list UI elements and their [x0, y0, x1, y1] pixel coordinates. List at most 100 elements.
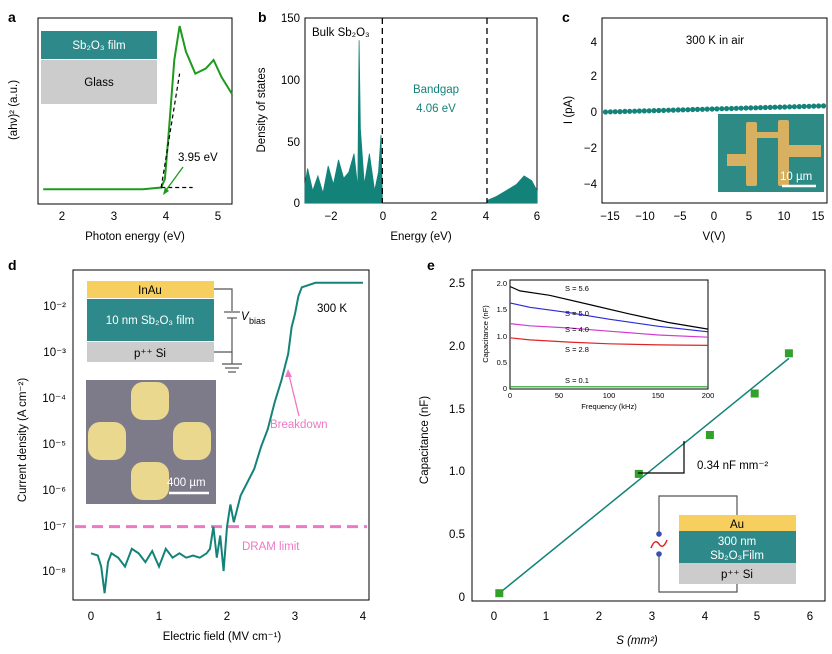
panel-c-data-point	[762, 104, 769, 111]
panel-b-ylabel: Density of states	[256, 67, 268, 152]
panel-a-glass-label: Glass	[84, 77, 114, 89]
panel-d-pad-left	[88, 422, 126, 460]
panel-c-data-point	[602, 109, 609, 115]
panel-d-si-layer	[87, 342, 214, 362]
panel-c-electrode-right	[778, 120, 789, 186]
panel-e-inset-series-5-0	[509, 302, 709, 333]
panel-a-annotation-arrow	[163, 166, 184, 194]
panel-d-series-line	[90, 281, 363, 594]
panel-e-inset-series-2-8	[509, 337, 709, 346]
panel-c-ytick: 0	[591, 107, 597, 119]
panel-c-data-point	[806, 103, 812, 109]
panel-a-annotation: 3.95 eV	[178, 152, 218, 164]
panel-c-data-point	[767, 104, 773, 110]
panel-d-film-layer	[87, 299, 214, 341]
panel-c-electrode-left	[746, 122, 757, 186]
panel-e-xtick: 4	[702, 611, 709, 623]
panel-d-ytick: 10⁻⁶	[42, 485, 66, 497]
panel-a-ylabel: (ahν)² (a.u.)	[8, 80, 20, 140]
panel-e-inset-chart: 2.0 1.5 1.0 0.5 0 0 50 100 150 200 Frequ…	[481, 279, 714, 411]
panel-e-ytick: 1.5	[449, 404, 465, 416]
panel-b-xtick: 4	[483, 211, 490, 223]
panel-e-ylabel: Capacitance (nF)	[419, 396, 431, 484]
panel-e-si-label: p⁺⁺ Si	[721, 569, 753, 581]
panel-c-xtick: 5	[746, 211, 752, 223]
panel-c-data-point	[680, 107, 686, 113]
panel-b-dos-conduction	[486, 175, 538, 204]
panel-b: b 150 100 50 0 −2 0 2 4 6 Energy (eV) De…	[256, 9, 540, 243]
panel-c-data-point	[709, 106, 715, 112]
panel-d-breakdown-arrow	[288, 374, 300, 417]
panel-a-fit-line	[160, 73, 193, 189]
panel-e-inset-legend-4-0: S = 4.0	[565, 325, 589, 334]
panel-b-letter: b	[258, 9, 267, 25]
panel-c-data-point	[670, 107, 676, 113]
panel-e-inset-legend-2-8: S = 2.8	[565, 345, 589, 354]
panel-d-wire-top	[214, 288, 233, 311]
panel-e-inset-xtick: 0	[508, 391, 512, 400]
panel-c-data-point	[811, 103, 817, 109]
panel-d-xtick: 1	[156, 611, 162, 623]
panel-e-au-label: Au	[730, 519, 744, 531]
panel-c-data-point	[816, 103, 822, 109]
panel-b-ytick: 50	[287, 137, 300, 149]
panel-c-data-point	[791, 104, 798, 110]
panel-d-inau-label: InAu	[138, 285, 162, 297]
panel-e-au-layer	[679, 515, 796, 531]
panel-c-data-point	[685, 107, 691, 113]
panel-d-xtick: 3	[292, 611, 298, 623]
panel-e-fit-line	[498, 357, 790, 594]
panel-c-data-point	[753, 105, 759, 111]
panel-d-wire-bottom	[214, 318, 233, 353]
panel-d-pad-right	[173, 422, 211, 460]
panel-d-letter: d	[8, 257, 17, 273]
panel-b-xtick: 2	[431, 211, 437, 223]
panel-a-xtick: 4	[163, 211, 170, 223]
panel-e-inset-ytick: 2.0	[497, 279, 507, 288]
panel-c-data-point	[656, 107, 662, 114]
panel-d-scale-label: 400 µm	[167, 477, 206, 489]
panel-e-xtick: 2	[596, 611, 602, 623]
panel-d-ylabel: Current density (A cm⁻²)	[17, 378, 29, 502]
panel-c-data-point	[782, 104, 788, 110]
panel-d-micrograph-inset: 400 µm	[86, 380, 216, 504]
panel-d-ytick: 10⁻³	[43, 347, 66, 359]
panel-d-ytick: 10⁻⁷	[43, 521, 66, 533]
panel-c-data-point	[699, 106, 706, 112]
panel-c-contact-arm	[789, 145, 821, 157]
panel-e-terminal-top	[656, 531, 662, 537]
panel-e-data-point	[634, 469, 643, 478]
panel-c-axes	[601, 17, 828, 204]
panel-d-ytick: 10⁻⁴	[42, 393, 66, 405]
panel-d-si-label: p⁺⁺ Si	[134, 348, 166, 360]
panel-e-ytick: 1.0	[449, 466, 465, 478]
panel-d-film-label: 10 nm Sb₂O₃ film	[106, 315, 194, 327]
panel-a-xtick: 5	[215, 211, 221, 223]
panel-e-inset-ytick: 0	[503, 384, 507, 393]
panel-e-axes	[471, 269, 826, 602]
panel-c-ytick: −2	[584, 143, 597, 155]
panel-c-ytick: 2	[591, 71, 597, 83]
panel-c-data-point	[738, 105, 744, 111]
panel-c-data-point	[796, 104, 802, 110]
panel-e-inset-ytick: 0.5	[497, 358, 507, 367]
panel-e-inset-axes	[509, 279, 709, 390]
panel-c-title: 300 K in air	[686, 35, 744, 47]
panel-e-inset-xtick: 150	[652, 391, 665, 400]
panel-e-inset-series-4-0	[509, 323, 709, 338]
panel-b-annotation-line1: Bandgap	[413, 84, 459, 96]
panel-e-xtick: 5	[754, 611, 760, 623]
panel-c-points	[602, 103, 827, 115]
panel-c-ytick: 4	[591, 37, 598, 49]
panel-c-data-point	[724, 106, 730, 112]
panel-e-xtick: 6	[807, 611, 813, 623]
panel-c-data-point	[627, 108, 633, 114]
panel-b-xtick: 6	[534, 211, 540, 223]
panel-e: e 2.5 2.0 1.5 1.0 0.5 0 0 1 2 3 4 5 6 S …	[419, 257, 826, 647]
panel-e-inset-legend-5-6: S = 5.6	[565, 284, 589, 293]
panel-c-xtick: −10	[635, 211, 655, 223]
panel-b-xlabel: Energy (eV)	[390, 231, 452, 243]
panel-e-xtick: 1	[543, 611, 549, 623]
panel-c-data-point	[622, 108, 628, 114]
panel-c-data-point	[719, 106, 725, 112]
